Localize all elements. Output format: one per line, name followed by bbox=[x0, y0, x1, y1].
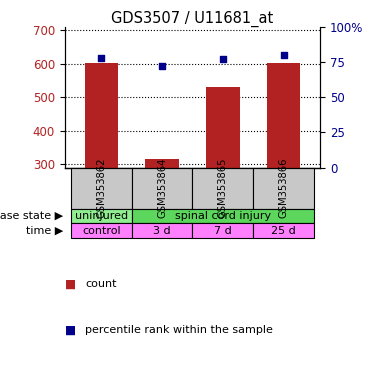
Bar bbox=[145, 159, 179, 168]
Bar bbox=[84, 63, 118, 168]
Point bbox=[220, 56, 226, 62]
Point bbox=[280, 52, 286, 58]
Text: 25 d: 25 d bbox=[271, 226, 296, 236]
Bar bbox=[132, 223, 192, 238]
Bar bbox=[253, 223, 314, 238]
Bar bbox=[192, 223, 253, 238]
Bar bbox=[71, 223, 132, 238]
Text: 7 d: 7 d bbox=[214, 226, 232, 236]
Text: GSM353862: GSM353862 bbox=[96, 158, 106, 218]
Bar bbox=[71, 209, 132, 223]
Bar bbox=[71, 168, 132, 209]
Text: 3 d: 3 d bbox=[153, 226, 171, 236]
Text: GSM353866: GSM353866 bbox=[279, 158, 289, 218]
Text: GSM353865: GSM353865 bbox=[218, 158, 228, 218]
Bar bbox=[267, 63, 300, 168]
Bar bbox=[253, 168, 314, 209]
Text: ■: ■ bbox=[65, 324, 76, 337]
Bar bbox=[192, 168, 253, 209]
Point bbox=[159, 63, 165, 70]
Text: control: control bbox=[82, 226, 121, 236]
Text: disease state ▶: disease state ▶ bbox=[0, 211, 64, 221]
Text: percentile rank within the sample: percentile rank within the sample bbox=[85, 325, 273, 335]
Text: ■: ■ bbox=[65, 278, 76, 291]
Text: count: count bbox=[85, 279, 117, 289]
Text: uninjured: uninjured bbox=[75, 211, 128, 221]
Bar bbox=[132, 168, 192, 209]
Text: GSM353864: GSM353864 bbox=[157, 158, 167, 218]
Bar bbox=[132, 209, 314, 223]
Bar bbox=[206, 87, 239, 168]
Title: GDS3507 / U11681_at: GDS3507 / U11681_at bbox=[111, 11, 273, 27]
Text: time ▶: time ▶ bbox=[26, 226, 64, 236]
Point bbox=[98, 55, 104, 61]
Text: spinal cord injury: spinal cord injury bbox=[175, 211, 271, 221]
